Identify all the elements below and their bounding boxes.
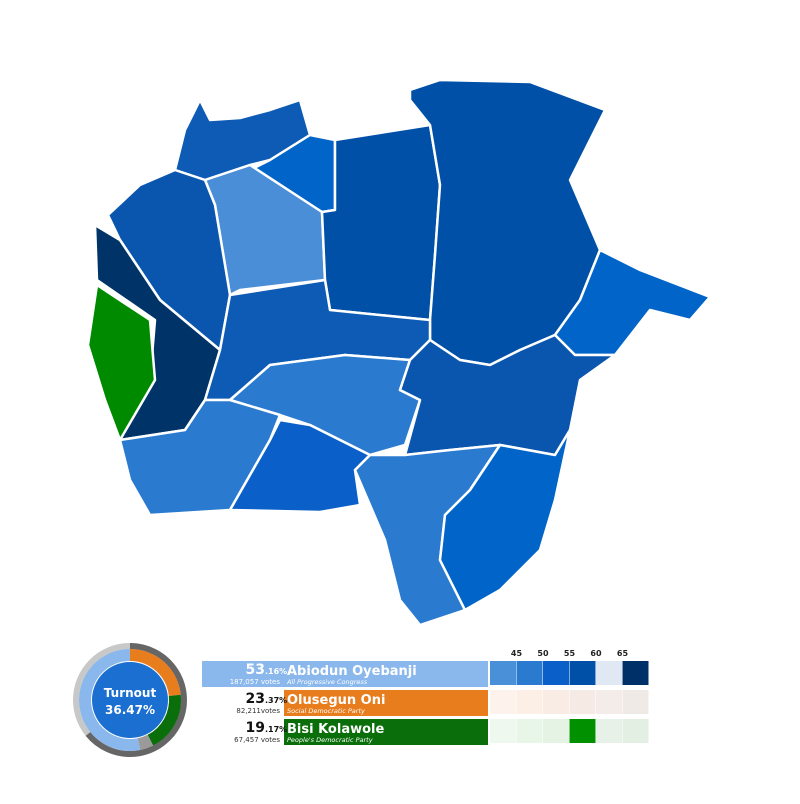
- scale-box: [596, 661, 622, 685]
- scale-box: [543, 661, 569, 685]
- candidate-box: [284, 719, 488, 745]
- scale-tick-label: 50: [537, 649, 549, 658]
- percent-whole: 19: [246, 720, 265, 736]
- scale-box: [516, 661, 543, 685]
- scale-tick-label: 55: [564, 649, 576, 658]
- scale-box: [596, 690, 622, 714]
- map: [86, 78, 712, 627]
- scale-box: [622, 661, 649, 685]
- candidate-name: Abiodun Oyebanji: [287, 664, 417, 679]
- party-name: Social Democratic Party: [287, 707, 365, 715]
- scale-box: [490, 690, 516, 714]
- turnout-center: [92, 662, 168, 738]
- percent-whole: 23: [246, 691, 265, 707]
- party-name: People's Democratic Party: [287, 736, 373, 744]
- scale-tick-label: 45: [511, 649, 523, 658]
- scale-box: [569, 690, 596, 714]
- scale-tick-label: 65: [617, 649, 629, 658]
- turnout-label: Turnout: [104, 686, 157, 700]
- scale-box: [596, 719, 622, 743]
- percent-fraction: .37%: [265, 696, 287, 705]
- scale-box: [516, 690, 543, 714]
- vote-share-arc: [129, 649, 181, 697]
- scale-box: [569, 719, 596, 743]
- candidate-box: [284, 690, 488, 716]
- other-share-arc: [137, 734, 154, 750]
- party-name: All Progressive Congress: [286, 678, 368, 686]
- vote-share-arc: [79, 649, 141, 751]
- region: [320, 123, 442, 322]
- region: [398, 333, 617, 457]
- turnout-donut: Turnout 36.47%: [73, 643, 187, 757]
- scale-box: [490, 661, 516, 685]
- scale-box: [490, 719, 516, 743]
- candidate-name: Bisi Kolawole: [287, 722, 384, 737]
- results-panel: 45 50 55 60 65 53.16% 187,057 votes Abiodun Oye…: [202, 649, 649, 745]
- percent-whole: 53: [246, 662, 265, 678]
- percent-fraction: .17%: [265, 725, 287, 734]
- vote-share-arc: [147, 694, 181, 746]
- scale-box: [569, 661, 596, 685]
- candidate-name: Olusegun Oni: [287, 693, 385, 708]
- scale-box: [516, 719, 543, 743]
- votes: 187,057 votes: [230, 678, 281, 686]
- candidate-box: [284, 661, 488, 687]
- votes: 82,211votes: [236, 707, 280, 715]
- scale-tick-label: 60: [590, 649, 602, 658]
- scale-box: [543, 690, 569, 714]
- scale-box: [543, 719, 569, 743]
- turnout-value: 36.47%: [105, 703, 155, 717]
- scale-box: [622, 690, 649, 714]
- scale-box: [622, 719, 649, 743]
- votes: 67,457 votes: [234, 736, 280, 744]
- outer-ring-arc: [85, 643, 187, 757]
- region: [438, 428, 572, 612]
- percent-fraction: .16%: [265, 667, 287, 676]
